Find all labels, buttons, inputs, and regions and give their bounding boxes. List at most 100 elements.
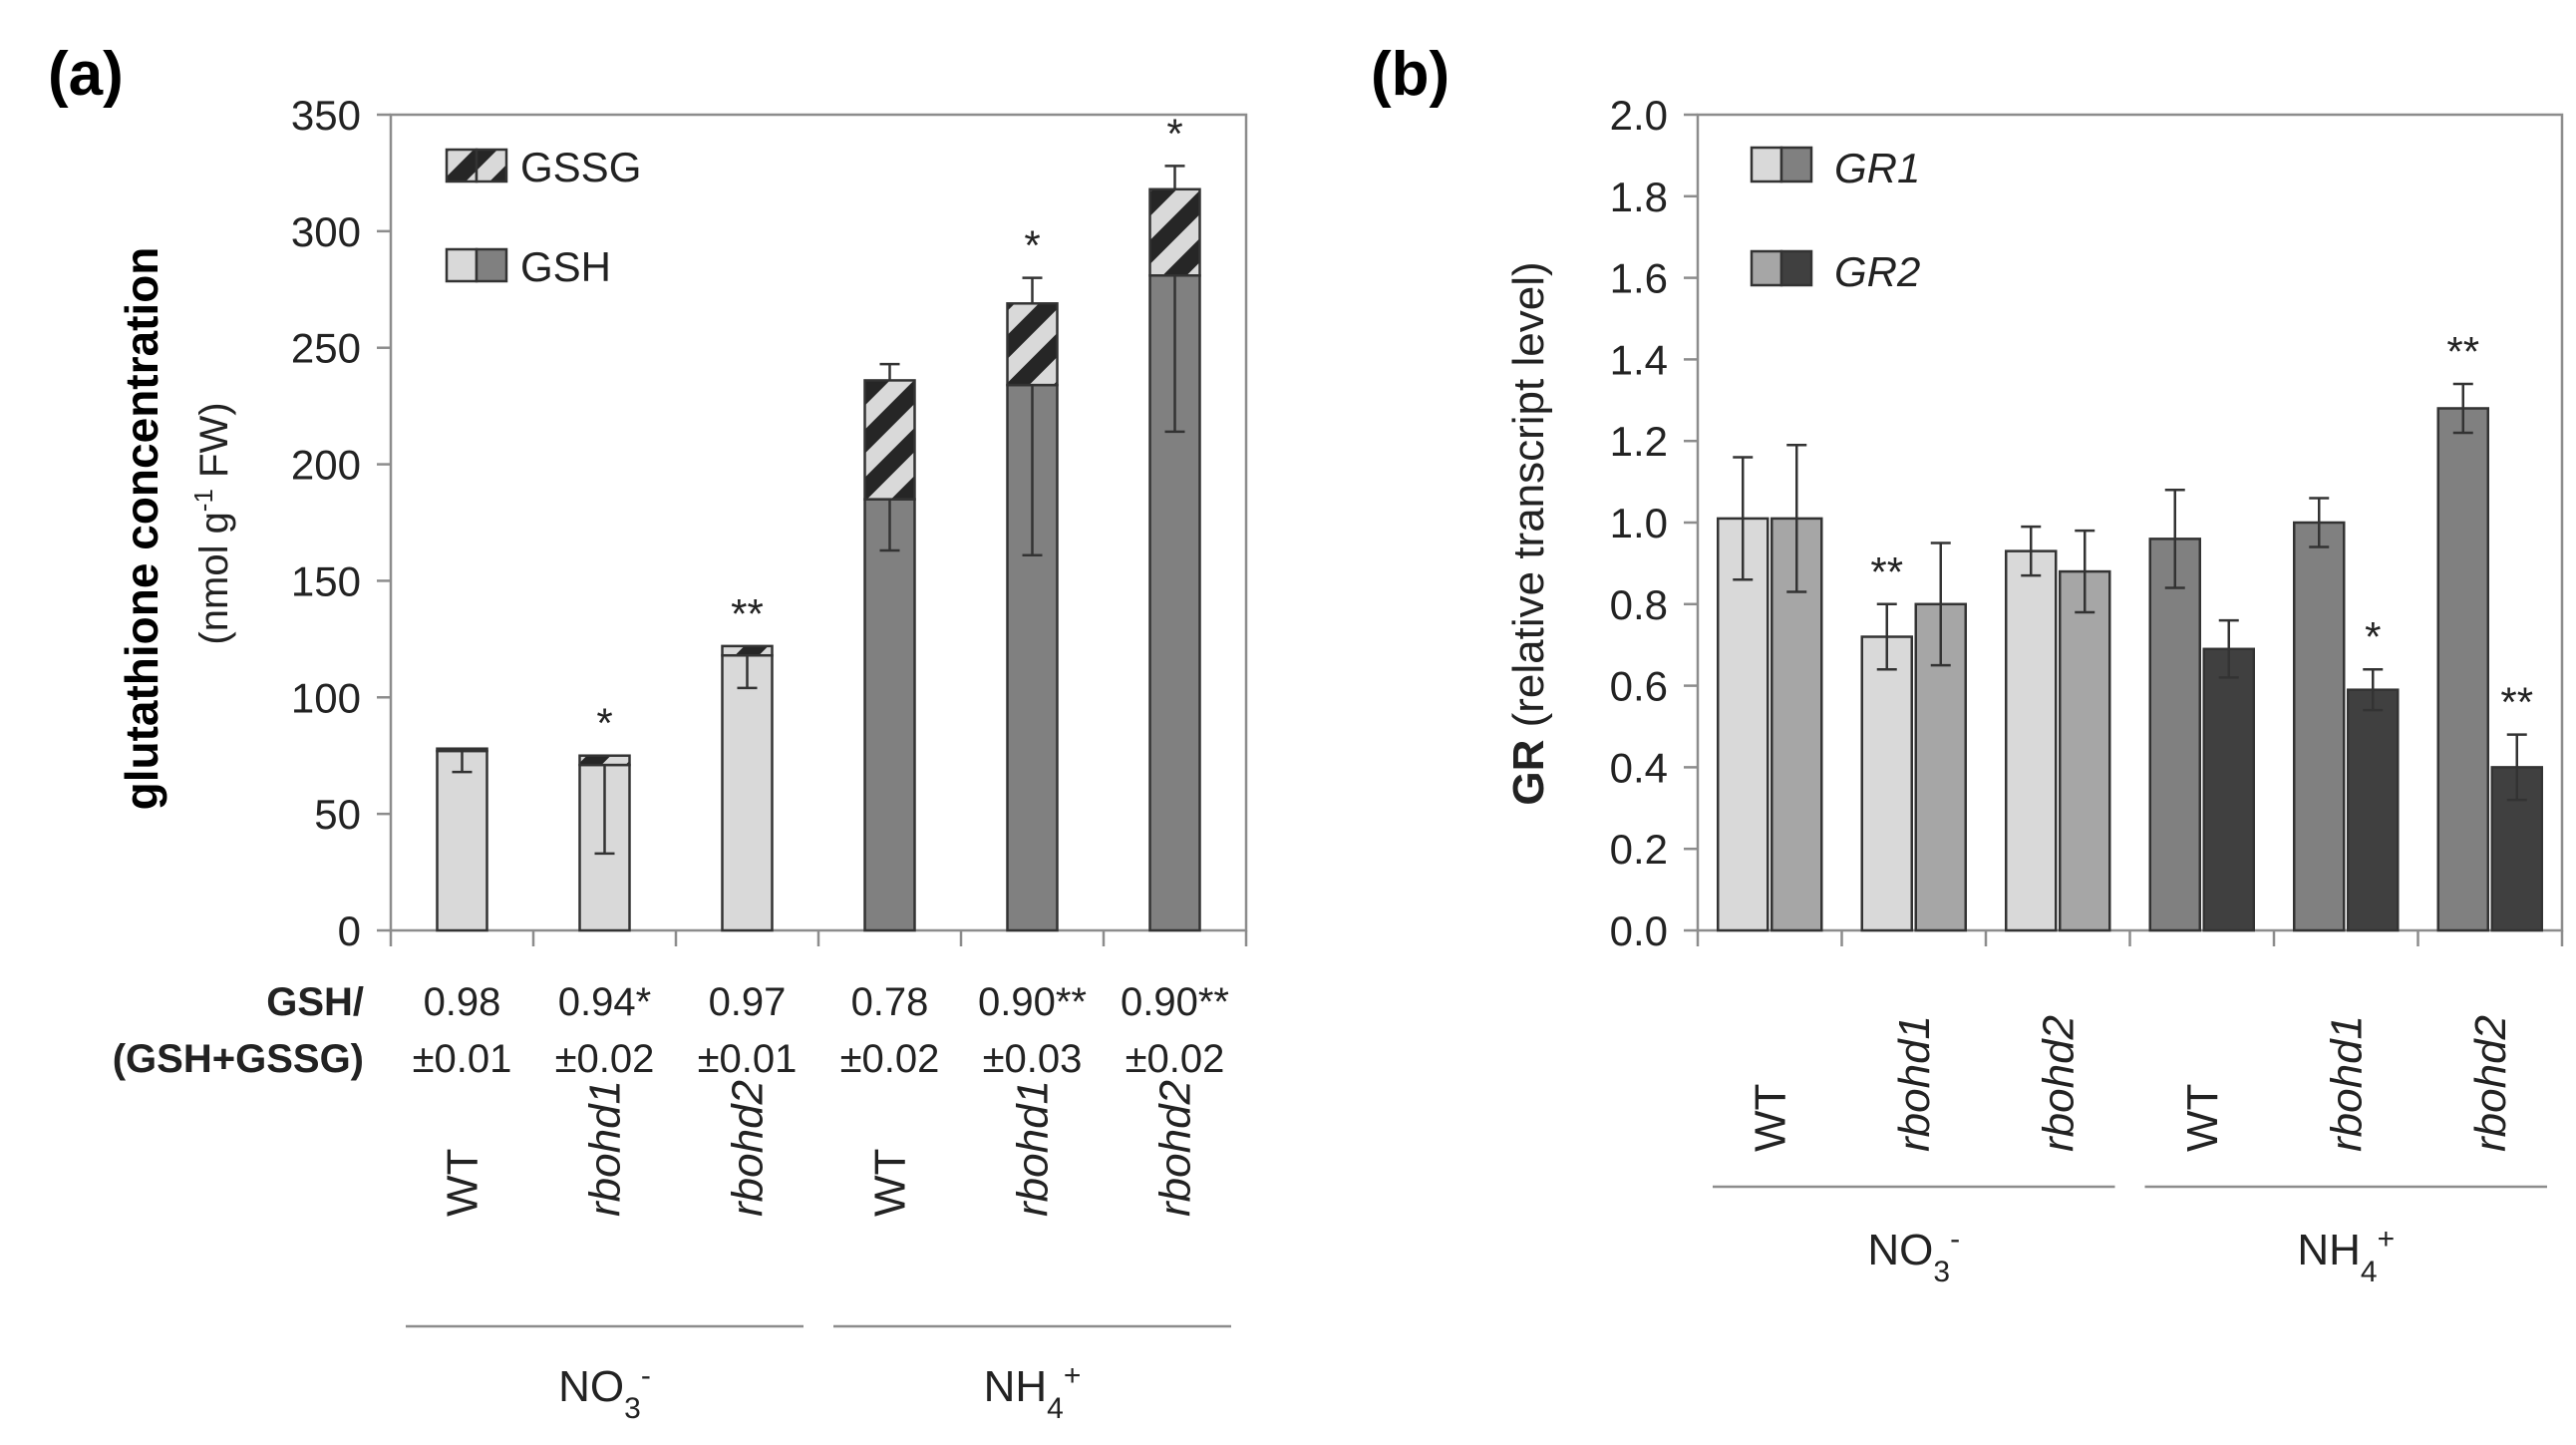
ratio-sd: ±0.02: [1126, 1037, 1225, 1081]
panel-a-bar-gsh: [721, 653, 774, 932]
panel-a-ylabel-unit-p3: FW): [192, 402, 236, 489]
ratio-values: 0.98 ±0.01 0.94* ±0.02 0.97 ±0.01 0.78 ±0.02 0.9…: [413, 980, 1229, 1081]
legend-gsh-swatch-no3: [445, 247, 479, 283]
panel-a-ylabel: glutathione concentration: [116, 247, 167, 811]
panel-b-frame: [1696, 113, 2564, 932]
panel-a-ylabel-unit-p2: -1: [188, 489, 218, 512]
panel-a-ytick-label: 200: [291, 442, 361, 489]
ratio-value: 0.90**: [978, 980, 1087, 1024]
panel-a-group-label: NH4+: [984, 1359, 1082, 1425]
panel-a-ytick-label: 50: [314, 791, 361, 838]
panel-a-category-label: rbohd2: [724, 1080, 773, 1217]
panel-a-category-label: rbohd1: [581, 1080, 630, 1217]
legend-gr2-label: GR2: [1834, 248, 1920, 295]
group-label-sub: 3: [624, 1392, 641, 1425]
ratio-sd: ±0.02: [840, 1037, 940, 1081]
panel-b-group-label: NO3-: [1867, 1223, 1960, 1288]
panel-a-bar-gssg: [578, 754, 631, 767]
group-label-sup: -: [641, 1359, 651, 1392]
panel-b-bar-gr1: [1717, 517, 1770, 932]
panel-b-ytick-label: 0.2: [1610, 826, 1668, 873]
panel-a-bar-gssg: [863, 379, 916, 501]
panel-b: (b) GR (relative transcript level) 0.00.…: [1371, 40, 2564, 1288]
panel-a-group-label: NO3-: [558, 1359, 651, 1425]
panel-b-bar-gr1: [2005, 549, 2058, 932]
panel-b-category-label: rbohd1: [2322, 1015, 2371, 1152]
panel-a-significance: *: [1024, 222, 1040, 269]
panel-b-plot-area: 0.0 0.2 0.4 0.6 0.8 1.0 1.2 1.4 1.6 1.8 2.0 WT ** rbo…: [1610, 92, 2564, 1288]
panel-b-category-label: WT: [1746, 1084, 1794, 1152]
panel-a-significance: *: [596, 700, 612, 747]
panel-a-bar-gssg: [1148, 187, 1201, 277]
panel-b-ylabel-rest: (relative transcript level): [1504, 261, 1553, 739]
panel-a-bar-gssg: [721, 644, 774, 657]
panel-b-ytick-label: 1.0: [1610, 500, 1668, 546]
panel-b-significance: *: [2365, 613, 2381, 660]
legend-gsh-swatch-nh4: [475, 247, 508, 283]
panel-b-category-label: rbohd2: [2466, 1015, 2515, 1152]
panel-b-category-label: rbohd1: [1890, 1015, 1939, 1152]
legend-gssg-swatch-no3: [445, 148, 479, 183]
panel-b-ytick-label: 0.6: [1610, 663, 1668, 710]
group-label-sub: 4: [2361, 1256, 2378, 1288]
ratio-sd: ±0.02: [555, 1037, 655, 1081]
panel-a-significance: *: [1166, 110, 1182, 157]
panel-b-group-label: NH4+: [2297, 1223, 2395, 1288]
panel-a: (a) glutathione concentration (nmol g-1 …: [48, 40, 1248, 1425]
panel-b-ylabel: GR (relative transcript level): [1504, 261, 1553, 805]
panel-a-bar-gsh: [863, 498, 916, 932]
panel-b-ylabel-bold: GR: [1504, 740, 1553, 806]
panel-a-bar-gssg: [1006, 302, 1059, 387]
panel-a-ytick-label: 100: [291, 674, 361, 721]
panel-b-bar-gr1: [2293, 521, 2346, 932]
group-label-sub: 3: [1933, 1256, 1950, 1288]
panel-b-ytick-label: 0.4: [1610, 744, 1668, 791]
panel-a-ylabel-unit: (nmol g-1 FW): [188, 402, 236, 644]
panel-a-frame: [389, 113, 1248, 932]
panel-b-ytick-label: 0.8: [1610, 581, 1668, 628]
panel-b-category-label: rbohd2: [2034, 1015, 2083, 1152]
panel-a-category-label: rbohd1: [1009, 1080, 1058, 1217]
group-label-base: NH: [2297, 1226, 2361, 1274]
ratio-sd: ±0.03: [983, 1037, 1083, 1081]
panel-b-bar-gr1: [2148, 538, 2201, 932]
panel-b-ytick-label: 1.4: [1610, 336, 1668, 383]
panel-a-category-label: WT: [866, 1149, 915, 1217]
legend-gr2-swatch-no3: [1750, 249, 1783, 287]
panel-b-ytick-label: 1.8: [1610, 174, 1668, 220]
panel-b-category-label: WT: [2178, 1084, 2227, 1152]
ratio-header-line2: (GSH+GSSG): [113, 1037, 364, 1081]
panel-a-ylabel-unit-p1: (nmol g: [192, 512, 236, 644]
ratio-sd: ±0.01: [413, 1037, 512, 1081]
panel-a-significance: **: [731, 590, 764, 637]
panel-b-significance: **: [2446, 328, 2479, 375]
legend-gssg-label: GSSG: [520, 144, 641, 190]
legend-gsh-label: GSH: [520, 243, 611, 290]
panel-b-ytick-label: 1.2: [1610, 418, 1668, 465]
ratio-value: 0.90**: [1121, 980, 1229, 1024]
panel-a-ytick-label: 150: [291, 557, 361, 604]
legend-gr1-swatch-no3: [1750, 146, 1783, 183]
group-label-base: NH: [984, 1362, 1048, 1411]
panel-b-significance: **: [2500, 679, 2533, 726]
panel-b-bar-gr2: [2202, 647, 2255, 932]
legend-gssg-swatch-nh4: [475, 148, 508, 183]
panel-a-ytick-label: 0: [338, 907, 361, 954]
panel-b-legend: GR1 GR2: [1750, 145, 1920, 295]
ratio-value: 0.98: [424, 980, 501, 1024]
group-label-sup: +: [1064, 1359, 1082, 1392]
panel-b-bar-gr2: [2059, 569, 2111, 932]
group-label-base: NO: [1867, 1226, 1933, 1274]
panel-b-bar-gr1: [2436, 407, 2489, 932]
group-label-sup: -: [1950, 1223, 1960, 1256]
panel-a-label: (a): [48, 40, 124, 109]
group-label-sup: +: [2378, 1223, 2396, 1256]
legend-gr1-swatch-nh4: [1779, 146, 1813, 183]
panel-a-bar-gssg: [436, 747, 488, 753]
panel-b-bar-gr1: [1860, 635, 1913, 932]
panel-b-significance: **: [1870, 548, 1903, 595]
panel-a-category-label: WT: [439, 1149, 487, 1217]
panel-b-ytick-label: 2.0: [1610, 92, 1668, 139]
